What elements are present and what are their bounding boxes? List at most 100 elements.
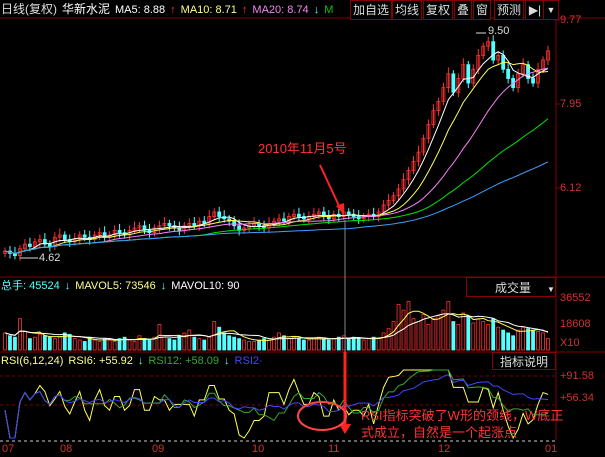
- candle-body: [436, 101, 441, 112]
- volume-bar: [122, 336, 127, 351]
- arrow-head-icon: [336, 203, 344, 215]
- volume-unit: X10: [560, 337, 580, 349]
- candle-body: [28, 243, 32, 247]
- candle-body: [277, 218, 281, 222]
- volume-bar: [87, 336, 92, 351]
- candle-body: [406, 170, 411, 181]
- volume-bar: [292, 336, 296, 351]
- stock-name: 华新水泥: [62, 3, 111, 16]
- rsi-tick: +56.34: [560, 392, 594, 404]
- volume-bar: [526, 328, 530, 351]
- volume-bar: [491, 318, 496, 351]
- volume-bar: [23, 331, 27, 351]
- overlay-button[interactable]: 叠: [454, 0, 473, 20]
- volume-bar: [257, 339, 261, 351]
- volume-tick: 36552: [560, 292, 591, 304]
- volume-bar: [52, 338, 57, 351]
- volume-bar: [361, 339, 366, 351]
- candle-body: [62, 234, 67, 240]
- arrow-down-icon: ↓: [224, 355, 230, 367]
- ma-button[interactable]: 均线: [392, 0, 423, 20]
- volume-bar: [32, 336, 37, 351]
- volume-bar: [511, 335, 516, 351]
- candle-body: [207, 216, 212, 224]
- candle-body: [476, 55, 481, 70]
- volume-bar: [172, 339, 177, 351]
- volume-legend: 总手: 45524 ↓ MAVOL5: 73546 ↓ MAVOL10: 90: [1, 280, 461, 293]
- candle-body: [481, 45, 486, 56]
- candle-body: [297, 213, 301, 217]
- rsi-note: 式成立，自然是一个起涨点: [361, 425, 518, 440]
- period-label: 日线(复权): [1, 3, 57, 16]
- volume-bar: [451, 321, 456, 351]
- candle-body: [37, 239, 42, 243]
- volume-bar: [167, 338, 172, 351]
- volume-bar: [13, 336, 17, 351]
- candle-body: [97, 232, 102, 236]
- volume-bar: [102, 338, 107, 351]
- arrow-up-icon: ↑: [241, 4, 248, 16]
- candle-body: [23, 243, 27, 250]
- volume-bar: [501, 329, 506, 351]
- candle-body: [486, 41, 491, 47]
- volume-bar: [162, 336, 167, 351]
- volume-bar: [3, 332, 7, 351]
- volume-bar: [431, 318, 436, 351]
- candle-body: [446, 73, 451, 89]
- volume-bar: [371, 336, 376, 351]
- rsi24-value: RSI2·: [234, 355, 263, 367]
- add-watchlist-button[interactable]: 加自选: [350, 0, 393, 20]
- volume-bar: [506, 332, 511, 351]
- adjust-button[interactable]: 复权: [423, 0, 454, 20]
- price-tick: 9.77: [560, 14, 582, 26]
- volume-bar: [28, 338, 32, 351]
- mavol10-line: [4, 313, 549, 341]
- volume-bar: [521, 326, 525, 351]
- ma40-line: [4, 118, 549, 254]
- forecast-button[interactable]: 预测: [494, 0, 525, 20]
- volume-bar: [346, 338, 351, 351]
- candle-body: [386, 200, 391, 206]
- volume-bar: [237, 338, 242, 351]
- volume-bar: [222, 332, 227, 351]
- high-label: 9.50: [488, 25, 510, 37]
- indicator-help-button[interactable]: 指标说明: [492, 352, 556, 370]
- ma5-value: MA5: 8.88: [115, 4, 166, 16]
- volume-bar: [541, 332, 545, 351]
- volume-bar: [262, 338, 266, 351]
- window-button[interactable]: 窗: [473, 0, 492, 20]
- volume-bar: [351, 336, 356, 351]
- volume-bar: [441, 309, 446, 351]
- candle-body: [466, 64, 471, 84]
- ma10-value: MA10: 8.71: [180, 4, 237, 16]
- volume-bar: [326, 339, 331, 351]
- volume-bar: [97, 341, 102, 351]
- date-annotation: 2010年11月5号: [258, 141, 347, 156]
- candle-body: [451, 73, 456, 93]
- arrow-down-icon: ↓: [160, 280, 167, 292]
- mavol10-value: MAVOL10: 90: [171, 280, 240, 292]
- w-bottom-circle: [297, 401, 347, 431]
- volume-bar: [446, 301, 451, 351]
- rsi-title: RSI(6,12,24): [1, 355, 64, 367]
- volume-bar: [112, 341, 117, 351]
- volume-bar: [456, 323, 461, 351]
- volume-bar: [277, 332, 281, 351]
- ma5-line: [4, 51, 549, 254]
- volume-bar: [252, 341, 256, 351]
- volume-bar: [227, 335, 232, 351]
- volume-bar: [471, 322, 476, 351]
- chevron-down-icon[interactable]: ▼: [543, 0, 559, 20]
- play-end-icon[interactable]: ▶|: [525, 0, 545, 20]
- candle-body: [112, 229, 117, 236]
- volume-bar: [536, 331, 540, 351]
- volume-bar: [416, 321, 421, 351]
- volume-bar: [546, 338, 550, 351]
- rsi-note: RSI指标突破了W形的颈线，W底正: [361, 408, 564, 423]
- volume-bar: [426, 323, 431, 351]
- candle-body: [506, 68, 511, 79]
- arrow-down-icon: ↓: [137, 355, 144, 367]
- indicator-selector[interactable]: 成交量 ▼: [466, 277, 556, 297]
